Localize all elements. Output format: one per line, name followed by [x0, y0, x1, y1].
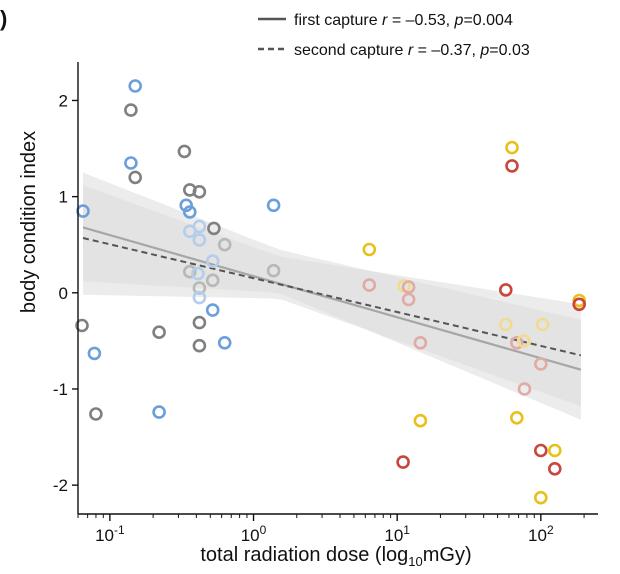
data-point-45	[516, 334, 531, 348]
x-axis-title-main: total radiation dose (log	[200, 544, 408, 566]
legend-p-value-first: =0.004	[463, 12, 512, 29]
data-point-41	[505, 159, 519, 173]
x-tick-exponent-1: 0	[260, 523, 267, 537]
data-point-18	[192, 233, 207, 247]
legend-entry-first: first capture r = –0.53, p=0.004	[258, 12, 513, 29]
legend-label-first: first capture r = –0.53, p=0.004	[294, 12, 513, 29]
data-point-9	[152, 405, 166, 419]
data-point-14	[183, 205, 197, 219]
data-point-10	[177, 144, 192, 159]
data-point-52	[547, 461, 562, 476]
data-point-19	[217, 237, 232, 252]
legend-p-symbol-second: p	[479, 42, 489, 59]
data-point-40	[505, 140, 519, 155]
data-point-8	[152, 325, 166, 340]
legend-r-symbol-second: r	[408, 42, 414, 59]
data-point-37	[413, 335, 428, 350]
x-tick-base-1: 10	[241, 526, 260, 545]
data-point-15	[207, 221, 221, 236]
legend-entry-second: second capture r = –0.37, p=0.03	[258, 42, 530, 59]
y-tick-label-1: 1	[59, 188, 68, 207]
data-point-39	[396, 455, 410, 469]
y-tick-label-0: 2	[59, 91, 68, 110]
data-point-31	[266, 263, 281, 278]
x-axis-title-subscript: 10	[408, 554, 422, 569]
data-point-6	[87, 346, 102, 361]
panel-label: )	[0, 6, 7, 31]
data-points	[75, 79, 587, 505]
data-point-13	[179, 198, 193, 213]
x-tick-label-1: 100	[241, 523, 267, 545]
data-point-3	[128, 170, 142, 185]
y-tick-label-4: -2	[53, 476, 68, 495]
data-point-33	[362, 278, 377, 292]
data-point-17	[192, 219, 207, 234]
data-point-38	[413, 413, 428, 428]
data-point-22	[191, 266, 205, 281]
data-point-21	[183, 264, 197, 279]
data-point-43	[498, 317, 513, 332]
legend-p-symbol-first: p	[454, 12, 464, 29]
data-point-26	[205, 303, 220, 317]
data-point-20	[205, 254, 220, 268]
x-tick-label-2: 101	[384, 523, 410, 545]
data-point-5	[75, 318, 89, 333]
x-tick-label-3: 102	[528, 523, 554, 545]
data-point-32	[362, 242, 377, 257]
legend-label-second: second capture r = –0.37, p=0.03	[294, 42, 530, 59]
legend-r-value-second: = –0.37,	[413, 42, 480, 59]
x-tick-exponent-2: 1	[403, 523, 410, 537]
x-tick-base-2: 10	[384, 526, 403, 545]
data-point-51	[547, 443, 562, 458]
data-point-49	[509, 410, 524, 425]
regression-lines	[82, 226, 582, 371]
legend-r-value-first: = –0.53,	[387, 12, 454, 29]
data-point-36	[401, 292, 416, 307]
data-point-55	[572, 297, 587, 312]
x-tick-base-3: 10	[528, 526, 547, 545]
legend: first capture r = –0.53, p=0.004 second …	[258, 12, 530, 59]
x-tick-exponent-3: 2	[547, 523, 554, 537]
y-tick-label-2: 0	[59, 284, 68, 303]
data-point-50	[533, 443, 548, 458]
legend-r-symbol-first: r	[382, 12, 388, 29]
data-point-48	[517, 382, 532, 396]
x-tick-base-0: 10	[95, 526, 114, 545]
y-axis-ticks: 2 1 0 -1 -2	[53, 91, 78, 495]
y-axis-title: body condition index	[18, 131, 40, 313]
legend-series-name-second: second capture	[294, 42, 404, 59]
data-point-25	[192, 290, 207, 305]
legend-p-value-second: =0.03	[489, 42, 530, 59]
x-tick-exponent-0: -1	[114, 523, 125, 537]
data-point-47	[533, 357, 548, 371]
data-point-2	[124, 156, 138, 170]
data-point-42	[498, 283, 513, 297]
x-axis-title-unit: mGy)	[423, 544, 472, 566]
data-point-44	[509, 335, 524, 350]
data-point-53	[533, 490, 548, 505]
data-point-27	[192, 315, 207, 330]
data-point-1	[124, 103, 138, 117]
data-point-7	[89, 407, 103, 421]
x-axis-ticks: 10-1 100 101 102	[77, 514, 585, 545]
data-point-28	[192, 338, 207, 353]
x-tick-label-0: 10-1	[95, 523, 125, 545]
data-point-24	[192, 281, 207, 295]
data-point-0	[128, 79, 142, 93]
y-tick-label-3: -1	[53, 380, 68, 399]
legend-series-name-first: first capture	[294, 12, 378, 29]
data-point-35	[401, 280, 416, 294]
axes	[77, 62, 598, 515]
fit-line-first-capture	[82, 226, 582, 371]
fit-line-second-capture	[82, 237, 582, 357]
data-point-46	[535, 317, 550, 332]
data-point-23	[205, 273, 220, 288]
x-axis-title: total radiation dose (log10mGy)	[200, 544, 471, 569]
data-point-29	[217, 335, 232, 350]
data-point-12	[192, 185, 207, 199]
data-point-30	[266, 198, 281, 213]
